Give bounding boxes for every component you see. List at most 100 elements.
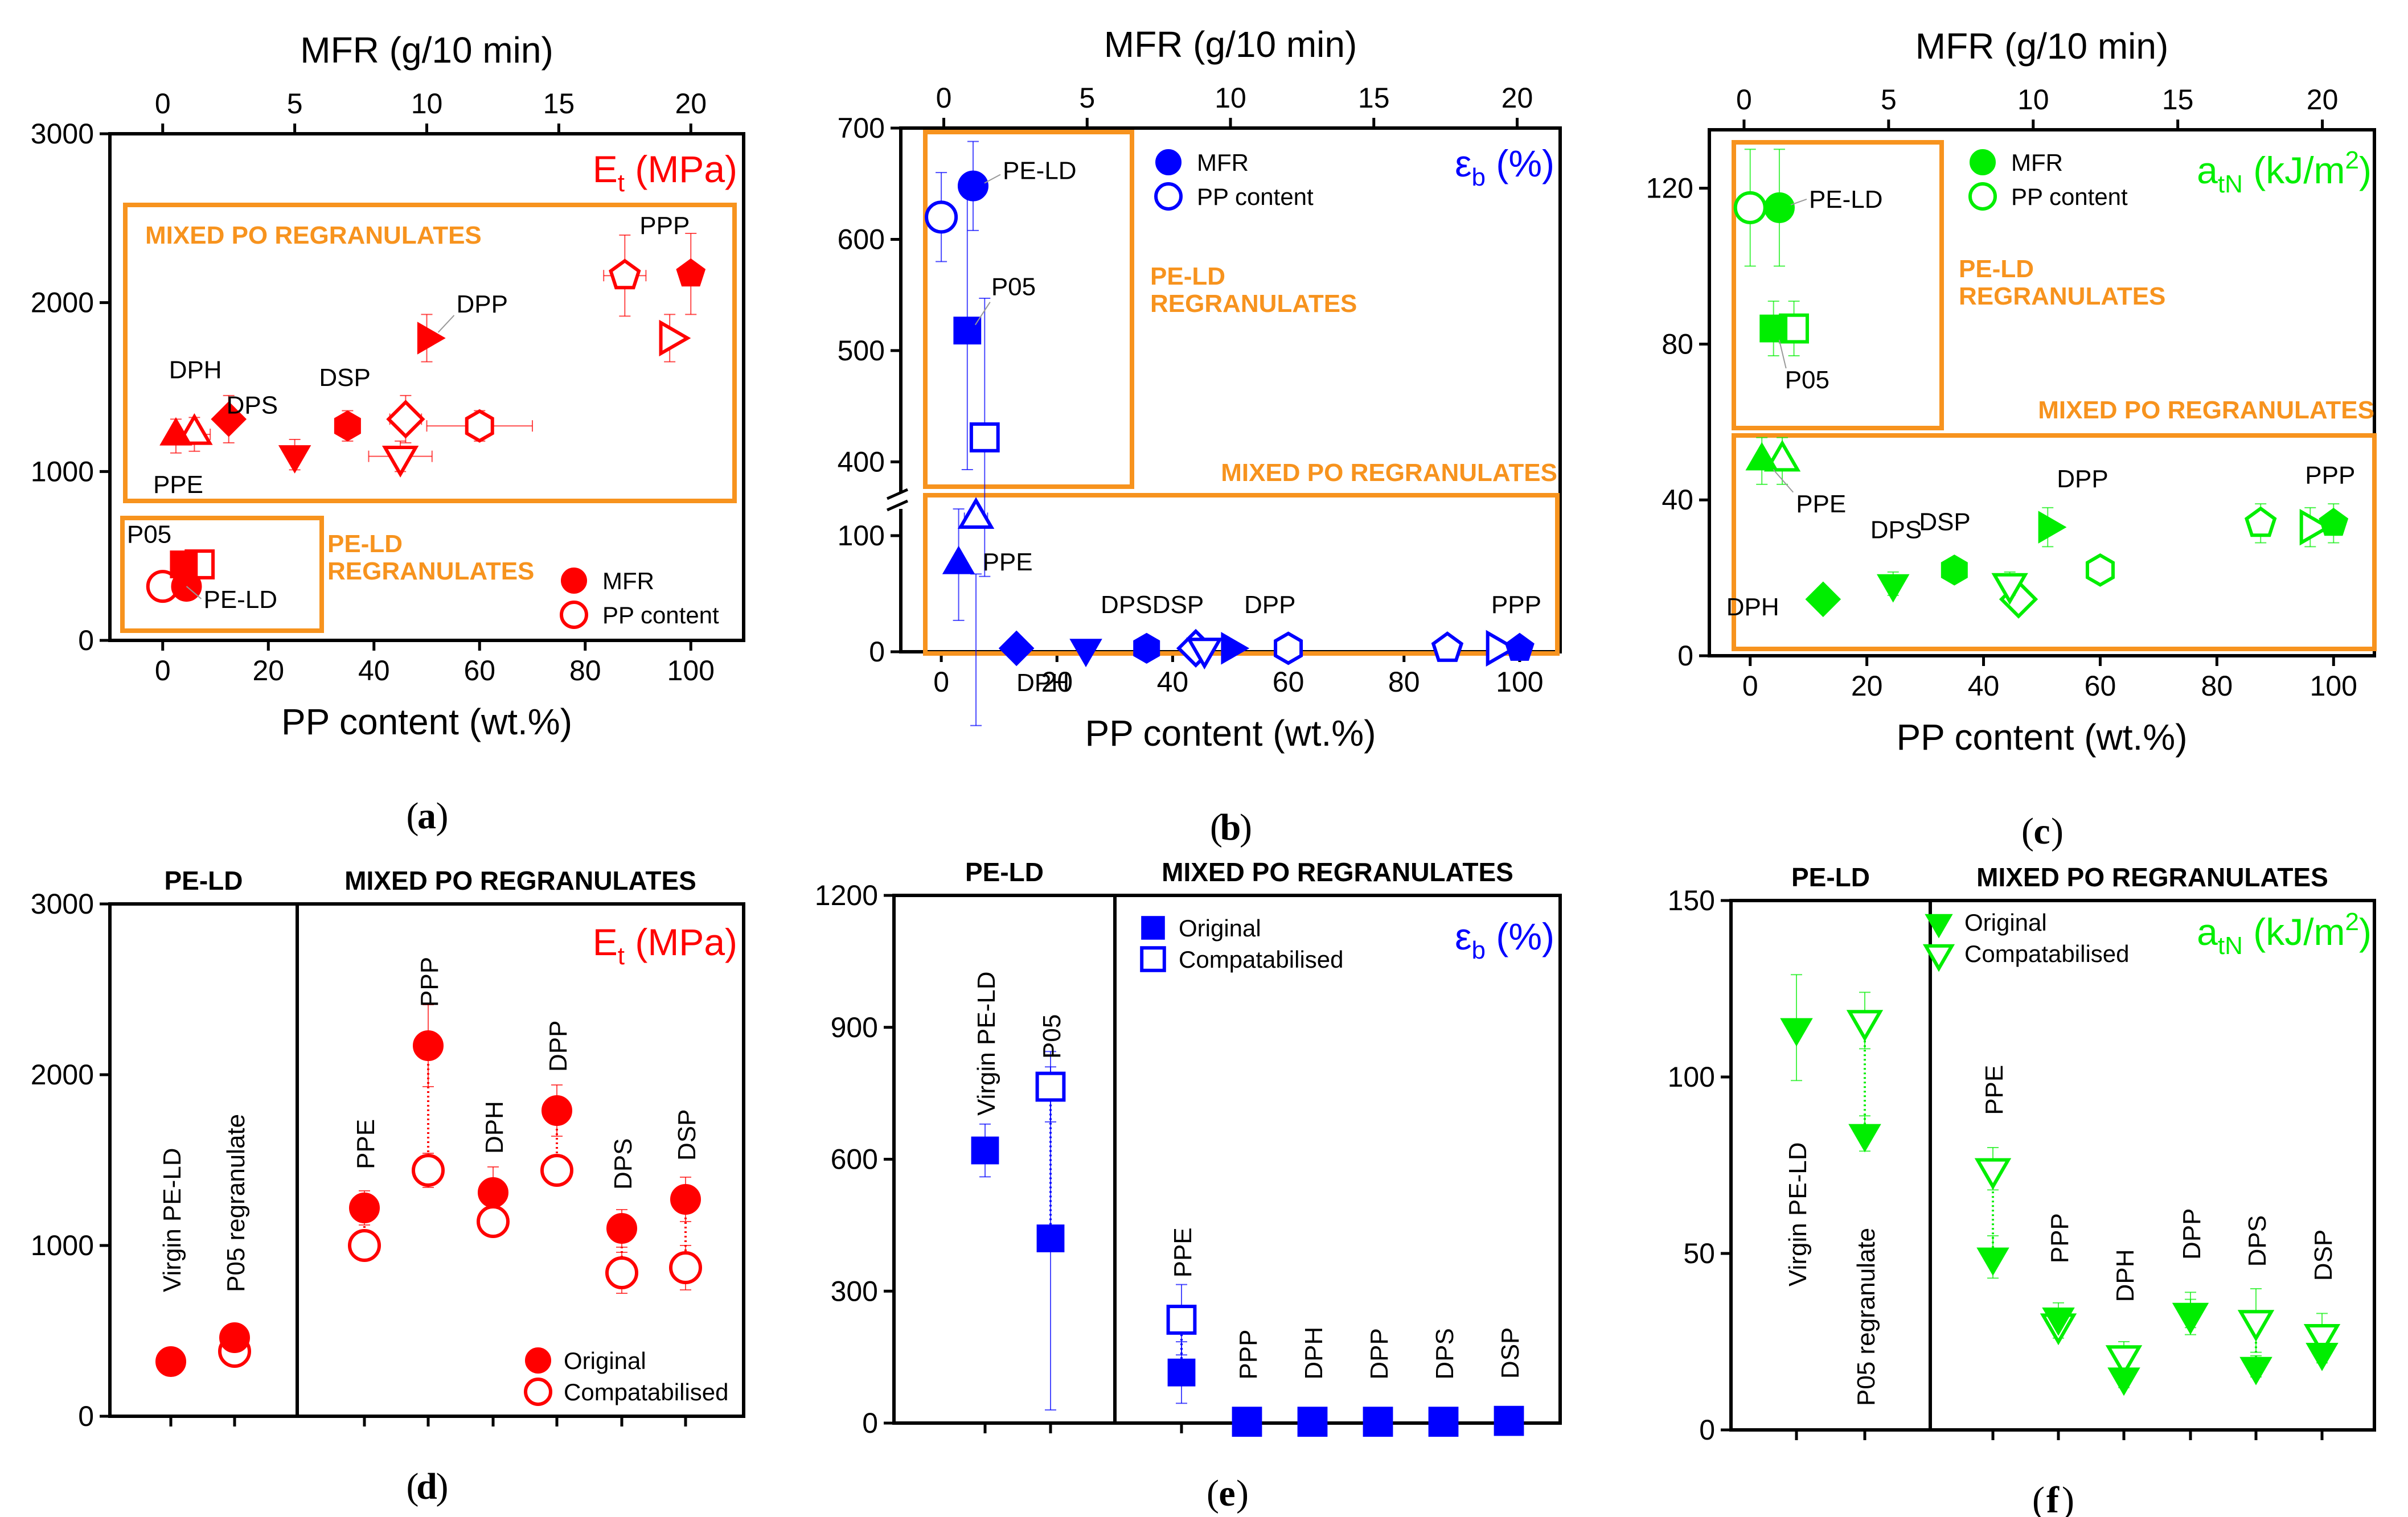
point-mfr-dpp — [2038, 511, 2067, 544]
label-leader — [1790, 198, 1807, 205]
x-tick-label: 60 — [463, 655, 495, 686]
legend-marker-original — [525, 1347, 551, 1374]
category-label: Virgin PE-LD — [158, 1148, 186, 1292]
point-original-virgin-pe-ld — [155, 1346, 186, 1377]
point-label: PE-LD — [1003, 157, 1077, 185]
point-compat-p05 — [1035, 1071, 1066, 1102]
property-label: Et (MPa) — [593, 148, 737, 197]
x-tick-label: 60 — [1273, 666, 1304, 698]
point-pp-content-hexagon — [465, 409, 494, 443]
caption-close: ) — [2062, 1479, 2074, 1517]
point-compat-dsp — [2303, 1324, 2341, 1356]
category-label: PPE — [1980, 1065, 2008, 1115]
region-box — [123, 203, 737, 503]
category-label: PPE — [1169, 1227, 1197, 1277]
category-label: DSP — [2309, 1230, 2337, 1281]
panel-caption: c — [2033, 811, 2050, 852]
point-compat-dsp — [669, 1251, 702, 1284]
point-original-ppe — [1976, 1247, 2009, 1276]
category-label: DPS — [609, 1138, 637, 1190]
point-mfr-p05 — [953, 316, 982, 345]
point-mfr-p05 — [1759, 314, 1788, 343]
y-tick-label: 300 — [831, 1275, 878, 1307]
y-tick-label: 600 — [831, 1144, 878, 1175]
x-tick-label: 20 — [252, 655, 284, 686]
label-leader — [437, 315, 455, 333]
region-label: PE-LD — [1959, 255, 2034, 283]
region-box — [120, 516, 324, 633]
y-tick-label: 900 — [831, 1012, 878, 1043]
point-pp-content-pentagon — [1431, 631, 1464, 662]
point-pp-content-tri-down — [1991, 573, 2028, 605]
region-label: MIXED PO REGRANULATES — [145, 221, 482, 249]
point-mfr-dph — [1805, 581, 1841, 618]
point-original-ppp — [1233, 1408, 1261, 1436]
property-subscript: b — [1472, 163, 1486, 191]
y-tick-label: 3000 — [31, 118, 94, 150]
legend-marker-filled — [1155, 149, 1182, 175]
point-label: PE-LD — [1809, 186, 1883, 213]
property-subscript: tN — [2218, 932, 2243, 960]
x2-tick-label: 10 — [411, 88, 443, 120]
property-subscript: tN — [2218, 170, 2243, 198]
legend-marker-open — [1154, 182, 1183, 211]
panel-caption: f — [2046, 1479, 2060, 1517]
property-symbol: a — [2197, 911, 2218, 953]
point-mfr-dpp — [1221, 632, 1250, 665]
x-tick-label: 20 — [1041, 666, 1073, 698]
property-label: εb (%) — [1455, 915, 1554, 964]
x2-tick-label: 20 — [2307, 84, 2339, 116]
y-tick-label: 120 — [1646, 172, 1693, 204]
region-label: MIXED PO REGRANULATES — [1221, 459, 1557, 487]
point-original-dps — [2239, 1356, 2272, 1386]
x2-tick-label: 15 — [2162, 84, 2194, 116]
region-label: REGRANULATES — [1150, 290, 1357, 318]
point-mfr-ppe — [942, 545, 975, 574]
category-label: PPE — [352, 1119, 380, 1169]
point-original-dsp — [1495, 1407, 1523, 1435]
caption-open: ( — [407, 1466, 419, 1507]
point-mfr-ppe — [1745, 442, 1778, 471]
caption-close: ) — [1236, 1473, 1249, 1514]
panel-b: 0 20 40 60 80 100 0 5 10 15 20 400 500 600 700 0 100 PP c… — [838, 24, 1562, 848]
point-pp-content-pentagon — [2244, 506, 2277, 537]
property-symbol: E — [593, 148, 618, 190]
legend-label: PP content — [602, 602, 719, 628]
point-label: PPE — [153, 471, 203, 499]
x-tick-label: 40 — [1968, 670, 2000, 702]
point-pp-content-tri-down — [381, 446, 419, 478]
x2-tick-label: 10 — [1215, 82, 1246, 114]
point-label: PPE — [1796, 490, 1846, 518]
y-tick-label: 0 — [78, 624, 94, 656]
x-tick-label: 80 — [569, 655, 601, 686]
x-tick-label: 0 — [933, 666, 949, 698]
label-leader — [984, 174, 1001, 184]
point-label: P05 — [991, 273, 1036, 301]
point-pp-content-tri-right — [1486, 630, 1518, 667]
region-label: MIXED PO REGRANULATES — [2038, 396, 2374, 424]
y-tick-label: 100 — [1668, 1061, 1715, 1093]
category-label: DPP — [1365, 1328, 1393, 1379]
panel-caption: a — [417, 795, 436, 837]
point-mfr-dsp — [1133, 632, 1160, 664]
x-tick-label: 60 — [2085, 670, 2116, 702]
legend-label: PP content — [1197, 183, 1314, 210]
point-original-dsp — [2306, 1343, 2339, 1371]
x2-tick-label: 5 — [1079, 82, 1095, 114]
legend-label: Original — [1964, 909, 2047, 936]
point-mfr-dph — [998, 630, 1035, 667]
property-subscript: t — [618, 169, 625, 197]
y-tick-label: 3000 — [31, 888, 94, 920]
category-label: DSP — [1496, 1327, 1524, 1379]
point-label: DPS — [1101, 591, 1152, 619]
point-label: PPP — [639, 212, 690, 240]
legend-label: PP content — [2011, 183, 2128, 210]
panel-caption: d — [416, 1466, 437, 1507]
property-label: Et (MPa) — [593, 921, 737, 970]
point-mfr-dps — [1069, 639, 1102, 668]
region-box — [923, 130, 1134, 489]
region-label: REGRANULATES — [1959, 282, 2165, 310]
point-pp-content-tri-right — [2299, 508, 2332, 546]
point-pp-content-hexagon — [2085, 553, 2115, 587]
